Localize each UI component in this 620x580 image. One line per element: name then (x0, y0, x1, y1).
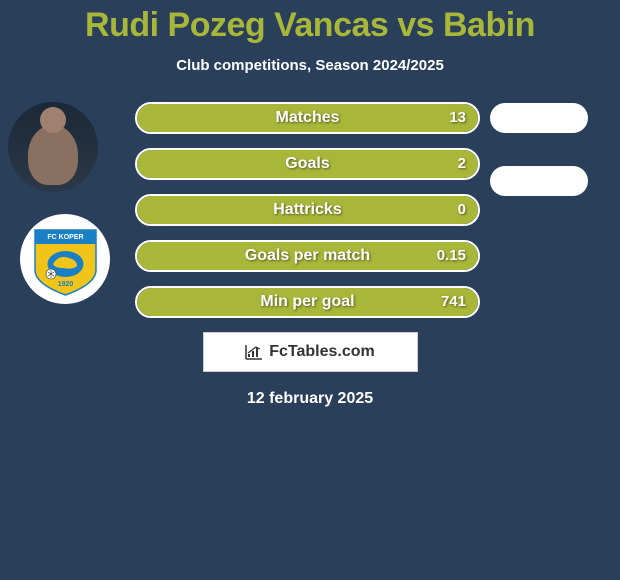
avatar-column: FC KOPER 1920 (8, 102, 118, 326)
badge-year: 1920 (57, 281, 73, 288)
date-label: 12 february 2025 (0, 390, 620, 408)
opponent-pills (490, 102, 588, 194)
player-silhouette (28, 125, 78, 185)
stat-row-goals-per-match: Goals per match 0.15 (135, 240, 480, 272)
stat-label: Min per goal (135, 286, 480, 318)
stat-value: 741 (441, 286, 466, 318)
player-avatar (8, 102, 98, 192)
stat-value: 0.15 (437, 240, 466, 272)
stat-label: Goals per match (135, 240, 480, 272)
stat-label: Hattricks (135, 194, 480, 226)
stat-label: Goals (135, 148, 480, 180)
badge-text-top: FC KOPER (47, 234, 83, 241)
stat-value: 2 (458, 148, 466, 180)
opponent-pill (490, 166, 588, 196)
team-badge-icon: FC KOPER 1920 (33, 222, 98, 297)
stat-row-min-per-goal: Min per goal 741 (135, 286, 480, 318)
subtitle: Club competitions, Season 2024/2025 (0, 57, 620, 74)
stat-row-goals: Goals 2 (135, 148, 480, 180)
team-avatar: FC KOPER 1920 (20, 214, 110, 304)
opponent-pill (490, 103, 588, 133)
stat-row-matches: Matches 13 (135, 102, 480, 134)
stat-value: 13 (449, 102, 466, 134)
chart-icon (245, 344, 263, 360)
content-area: FC KOPER 1920 Matches 13 (0, 102, 620, 318)
site-logo[interactable]: FcTables.com (203, 332, 418, 372)
stat-bars: Matches 13 Goals 2 Hattricks 0 (135, 102, 480, 318)
stat-value: 0 (458, 194, 466, 226)
stat-row-hattricks: Hattricks 0 (135, 194, 480, 226)
page-title: Rudi Pozeg Vancas vs Babin (0, 6, 620, 45)
stat-label: Matches (135, 102, 480, 134)
comparison-card: Rudi Pozeg Vancas vs Babin Club competit… (0, 0, 620, 408)
logo-text: FcTables.com (269, 343, 375, 361)
